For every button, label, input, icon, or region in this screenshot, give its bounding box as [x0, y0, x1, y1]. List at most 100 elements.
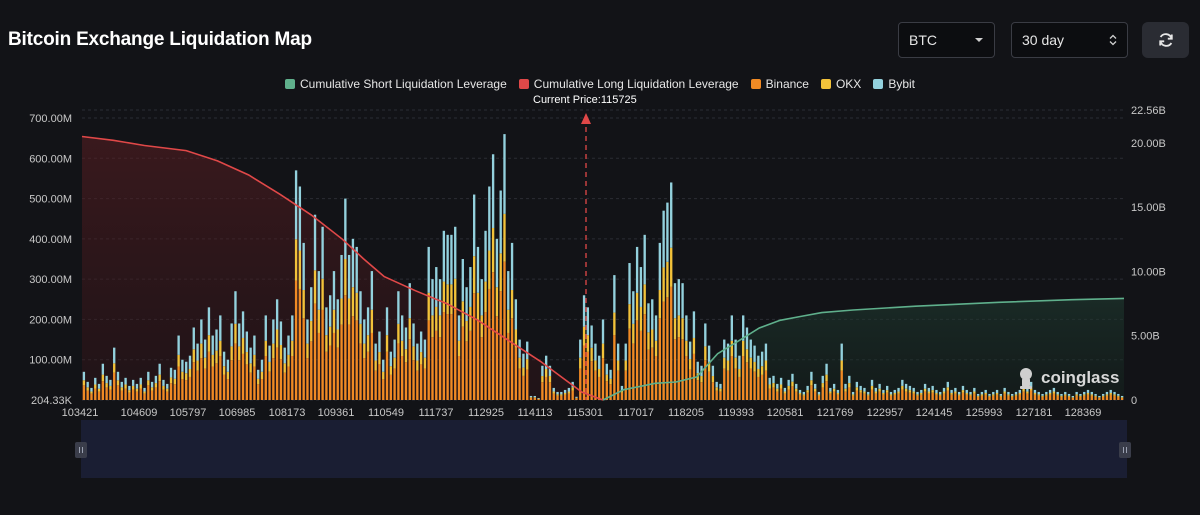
- bar-binance: [344, 295, 347, 400]
- bar-binance: [427, 320, 430, 400]
- bar-binance: [791, 386, 794, 400]
- bar-okx: [787, 385, 790, 390]
- bar-okx: [912, 391, 915, 394]
- bar-okx: [241, 337, 245, 354]
- bar-okx: [859, 390, 862, 393]
- bar-binance: [628, 328, 631, 400]
- bar-okx: [1094, 395, 1097, 397]
- bar-bybit: [806, 385, 809, 391]
- bar-binance: [950, 394, 953, 400]
- bar-binance: [988, 396, 991, 400]
- bar-bybit: [116, 371, 120, 381]
- legend-item-long[interactable]: Cumulative Long Liquidation Leverage: [518, 77, 739, 91]
- bar-binance: [658, 318, 662, 400]
- bar-binance: [635, 320, 639, 400]
- period-select[interactable]: 30 day: [1011, 22, 1128, 58]
- bar-bybit: [723, 339, 726, 358]
- bar-binance: [325, 351, 328, 400]
- bar-binance: [203, 368, 207, 400]
- bar-bybit: [999, 393, 1003, 396]
- bar-binance: [518, 368, 521, 400]
- bar-okx: [147, 380, 150, 386]
- bar-okx: [268, 361, 271, 372]
- bar-okx: [950, 392, 953, 395]
- bar-binance: [169, 383, 173, 400]
- bar-bybit: [321, 226, 324, 279]
- bar-bybit: [912, 387, 915, 392]
- bar-bybit: [332, 271, 336, 310]
- bar-okx: [1003, 391, 1006, 394]
- bar-okx: [1007, 394, 1010, 396]
- bar-binance: [666, 297, 669, 400]
- bar-bybit: [476, 246, 480, 293]
- bar-binance: [1117, 396, 1120, 400]
- bar-bybit: [101, 363, 105, 375]
- bar-okx: [719, 388, 722, 392]
- bar-bybit: [927, 387, 931, 392]
- axes-layer: 204.33K 100.00M 200.00M 300.00M 400.00M 500.0…: [29, 105, 1166, 419]
- legend-item-bybit[interactable]: Bybit: [873, 77, 915, 91]
- bar-binance: [844, 391, 847, 400]
- bar-binance: [719, 391, 722, 400]
- short-line: [602, 297, 1125, 401]
- bar-binance: [207, 351, 211, 400]
- bar-okx: [1109, 392, 1112, 395]
- bar-binance: [196, 370, 199, 400]
- bar-bybit: [992, 391, 995, 395]
- bar-okx: [742, 340, 745, 357]
- bar-binance: [848, 387, 851, 400]
- bar-bybit: [1083, 391, 1086, 395]
- bar-bybit: [181, 359, 184, 372]
- bar-bybit: [719, 383, 722, 389]
- bar-okx: [177, 354, 180, 367]
- bar-okx: [1018, 392, 1021, 395]
- bar-bybit: [601, 319, 605, 344]
- y-left-tick-label: 500.00M: [29, 194, 72, 206]
- bar-okx: [499, 253, 502, 292]
- bar-bybit: [749, 339, 752, 358]
- x-tick-label: 125993: [966, 407, 1003, 419]
- legend-item-short[interactable]: Cumulative Short Liquidation Leverage: [284, 77, 507, 91]
- bar-bybit: [128, 385, 131, 391]
- x-tick-label: 118205: [668, 407, 704, 419]
- legend-item-binance[interactable]: Binance: [750, 77, 809, 91]
- bar-okx: [901, 385, 904, 390]
- bar-binance: [1041, 396, 1044, 400]
- bar-bybit: [166, 383, 169, 389]
- bar-bybit: [851, 391, 855, 395]
- bar-binance: [1048, 394, 1052, 400]
- bar-okx: [692, 337, 696, 354]
- bar-binance: [787, 389, 790, 400]
- bar-bybit: [632, 291, 635, 324]
- bar-binance: [749, 368, 752, 400]
- bar-okx: [139, 384, 142, 389]
- bar-binance: [147, 385, 150, 400]
- bar-bybit: [950, 389, 953, 393]
- bar-okx: [931, 390, 934, 393]
- refresh-button[interactable]: [1142, 22, 1189, 58]
- bar-bybit: [579, 339, 582, 358]
- x-tick-label: 108173: [269, 407, 306, 419]
- bar-binance: [886, 392, 889, 400]
- cumulative-lines: [81, 135, 1125, 401]
- bar-okx: [495, 287, 499, 317]
- legend-item-okx[interactable]: OKX: [820, 77, 861, 91]
- bar-okx: [431, 315, 434, 338]
- bar-bybit: [969, 391, 972, 395]
- bar-bybit: [351, 238, 355, 288]
- bar-bybit: [533, 395, 536, 398]
- bar-okx: [844, 388, 847, 392]
- bar-okx: [711, 376, 715, 383]
- bar-binance: [393, 368, 396, 400]
- bar-okx: [1064, 394, 1067, 396]
- bar-bybit: [177, 335, 180, 355]
- bar-okx: [329, 326, 332, 346]
- bar-bybit: [586, 307, 590, 336]
- bar-binance: [548, 382, 552, 400]
- bar-bybit: [291, 315, 294, 341]
- bar-okx: [526, 359, 529, 370]
- coin-select[interactable]: BTC: [898, 22, 995, 58]
- bar-binance: [97, 391, 101, 400]
- bar-binance: [257, 384, 260, 400]
- bar-binance: [313, 303, 317, 400]
